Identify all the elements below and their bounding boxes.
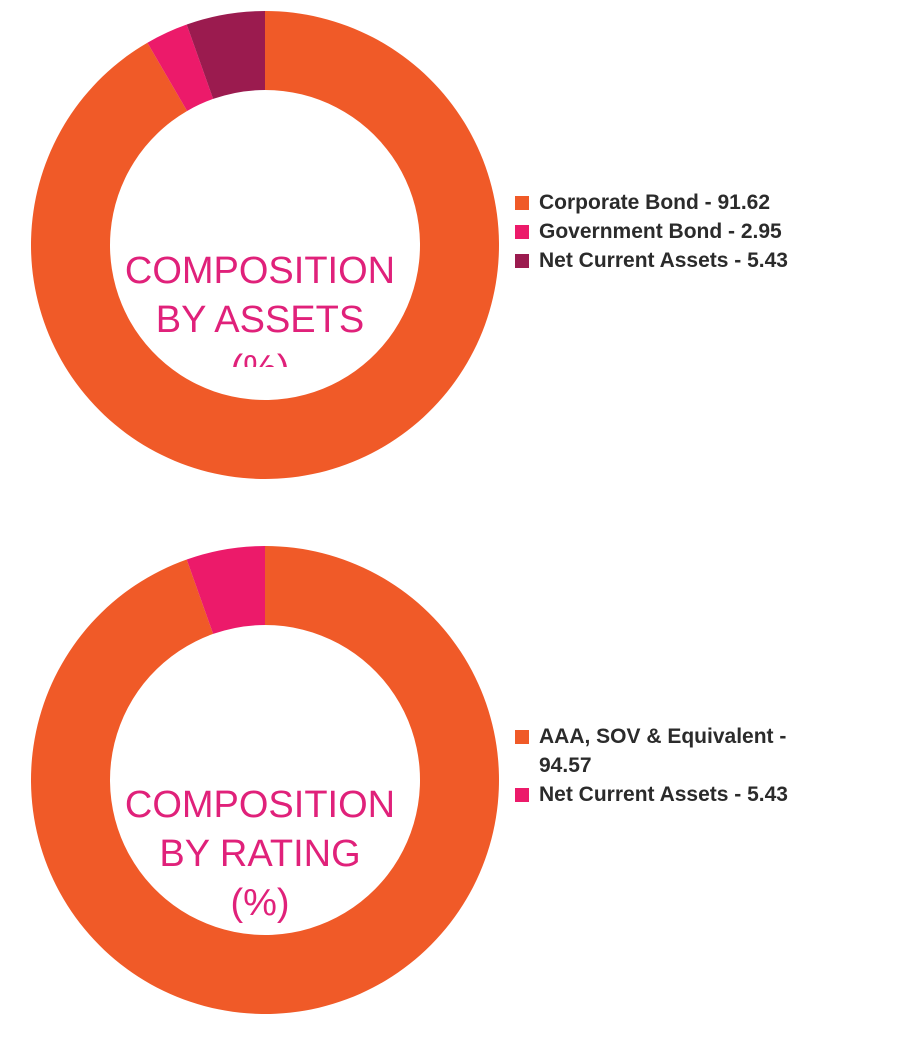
legend-item-government-bond: Government Bond - 2.95	[515, 217, 815, 246]
legend-label: Net Current Assets - 5.43	[539, 249, 788, 272]
assets-chart-title: COMPOSITION BY ASSETS (%)	[115, 247, 405, 367]
donut-slice-corporate-bond	[30, 11, 499, 479]
rating-donut-chart	[31, 546, 500, 1014]
assets-title-line-1: COMPOSITION	[124, 250, 396, 292]
legend-label: Corporate Bond - 91.62	[539, 191, 771, 214]
legend-item-net-current-assets: Net Current Assets - 5.43	[515, 246, 815, 275]
legend-swatch	[515, 254, 529, 268]
rating-composition-panel: COMPOSITION BY RATING (%) AAA, SOV & Equ…	[0, 535, 913, 1040]
assets-composition-panel: COMPOSITION BY ASSETS (%) Corporate Bond…	[30, 10, 815, 479]
rating-chart-title: COMPOSITION BY RATING (%)	[115, 781, 405, 931]
assets-donut-chart	[30, 10, 499, 479]
assets-title-line-2: BY ASSETS	[155, 299, 365, 341]
legend-label: Government Bond - 2.95	[539, 220, 782, 243]
legend-item-corporate-bond: Corporate Bond - 91.62	[515, 188, 815, 217]
assets-title-line-3: (%)	[115, 345, 405, 367]
legend-item-aaa-sov-equivalent: AAA, SOV & Equivalent - 94.57	[515, 722, 815, 780]
legend-swatch	[515, 225, 529, 239]
rating-title-line-2: BY RATING	[159, 833, 361, 875]
legend-swatch	[515, 730, 529, 744]
rating-title-line-1: COMPOSITION	[124, 784, 396, 826]
donut-slice-government-bond	[147, 24, 214, 111]
rating-legend: AAA, SOV & Equivalent - 94.57 Net Curren…	[515, 722, 815, 809]
rating-title-line-3: (%)	[230, 882, 290, 924]
legend-swatch	[515, 196, 529, 210]
assets-legend: Corporate Bond - 91.62 Government Bond -…	[515, 188, 815, 275]
donut-slice-net-current-assets	[186, 10, 265, 99]
legend-label: AAA, SOV & Equivalent - 94.57	[539, 725, 787, 777]
legend-label: Net Current Assets - 5.43	[539, 783, 788, 806]
donut-slice-aaa-sov-equivalent	[31, 546, 500, 1014]
legend-swatch	[515, 788, 529, 802]
legend-item-net-current-assets: Net Current Assets - 5.43	[515, 780, 815, 809]
donut-slice-net-current-assets	[186, 546, 265, 634]
